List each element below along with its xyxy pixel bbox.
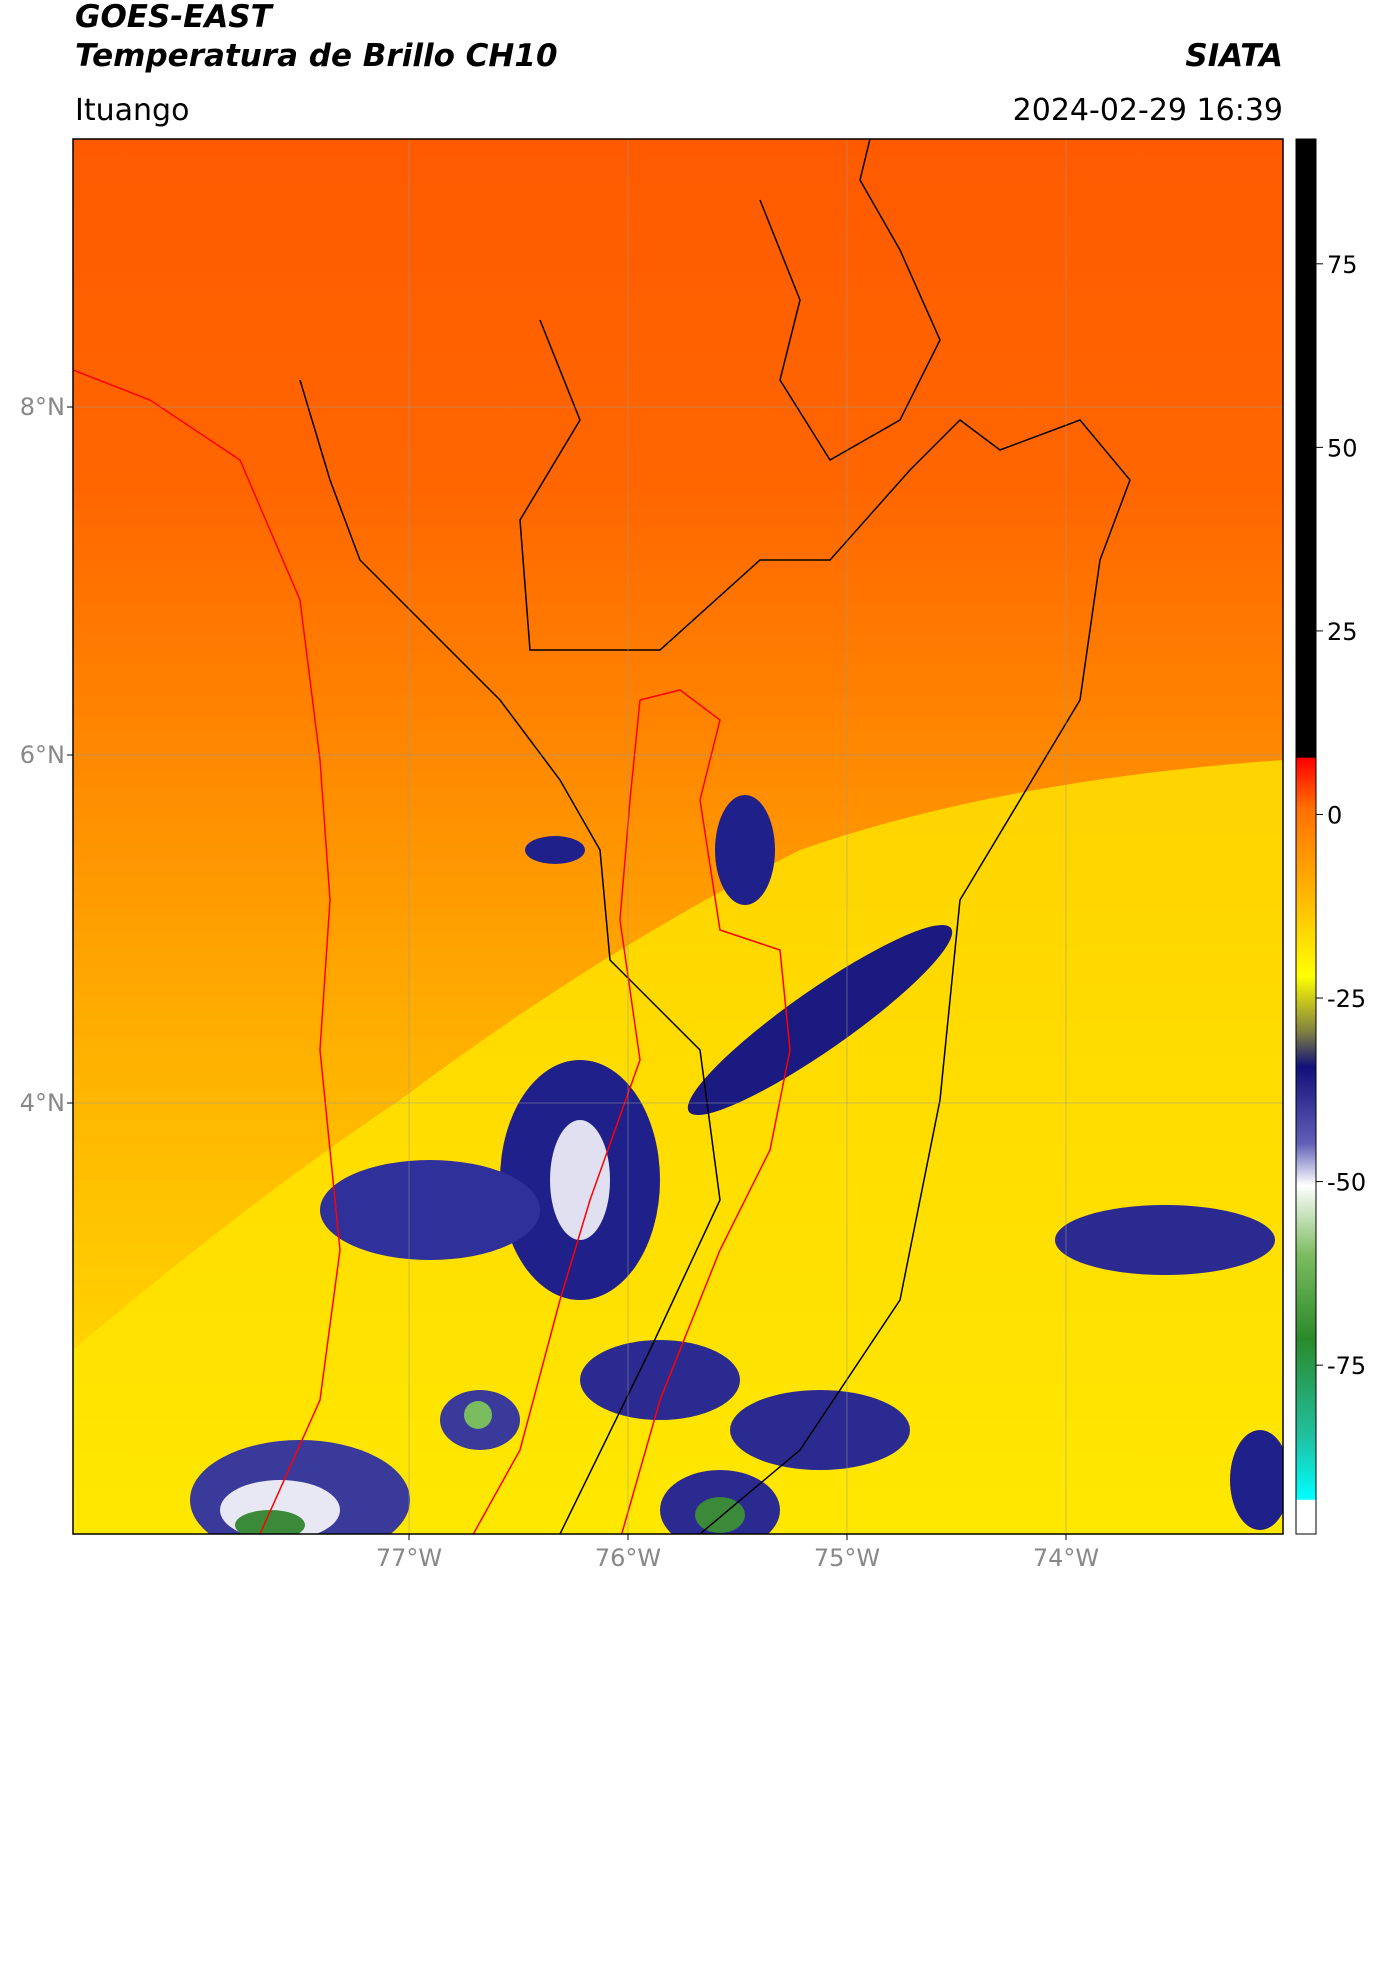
lat-label: 8°N — [20, 393, 65, 421]
map-frame — [72, 138, 1284, 1535]
colorbar-label: 0 — [1327, 801, 1342, 829]
cloud-field — [73, 760, 1283, 1534]
subtitle: Temperatura de Brillo CH10 — [75, 38, 558, 74]
lon-label: 76°W — [595, 1544, 661, 1572]
lat-label: 4°N — [20, 1089, 65, 1117]
colorbar — [1295, 138, 1317, 1535]
graticule — [73, 139, 1283, 1534]
colorbar-label: 50 — [1327, 434, 1358, 462]
lat-label: 6°N — [20, 741, 65, 769]
colorbar-label: -75 — [1327, 1352, 1366, 1380]
lon-label: 74°W — [1033, 1544, 1099, 1572]
map — [72, 138, 1284, 1535]
colorbar-label: -50 — [1327, 1169, 1366, 1197]
datetime: 2024-02-29 16:39 — [1013, 93, 1283, 128]
colorbar-label: 75 — [1327, 251, 1358, 279]
org: SIATA — [1185, 38, 1283, 74]
colorbar-label: 25 — [1327, 618, 1358, 646]
colorbar-label: -25 — [1327, 985, 1366, 1013]
title: GOES-EAST — [75, 0, 275, 35]
lon-label: 77°W — [376, 1544, 442, 1572]
lon-label: 75°W — [814, 1544, 880, 1572]
borders — [299, 139, 1131, 1534]
location: Ituango — [75, 93, 189, 128]
